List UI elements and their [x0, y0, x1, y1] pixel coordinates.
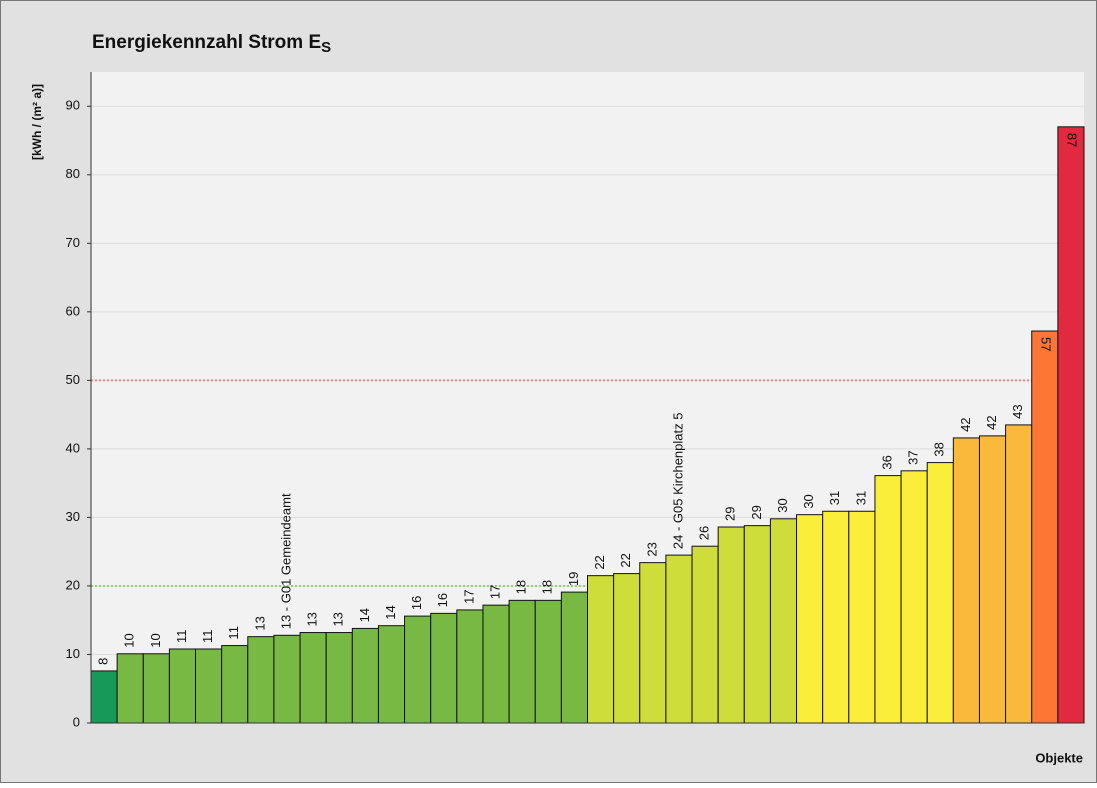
bar: [482, 604, 510, 724]
bar: [587, 575, 615, 724]
value-label: 11: [200, 629, 215, 643]
value-label: 30: [801, 494, 816, 508]
bar: [1031, 330, 1059, 724]
bar: [743, 525, 771, 724]
value-label: 29: [723, 507, 738, 521]
bar: [848, 510, 876, 724]
value-label: 24 - G05 Kirchenplatz 5: [670, 413, 685, 550]
value-label: 16: [435, 593, 450, 607]
bar: [377, 625, 406, 724]
title-subscript: S: [321, 39, 331, 56]
value-label: 19: [566, 572, 581, 586]
value-label: 18: [540, 580, 555, 594]
value-label: 42: [984, 415, 999, 429]
y-axis-label: [kWh / (m² a)]: [30, 84, 44, 160]
bar: [874, 475, 902, 724]
bar: [168, 648, 197, 724]
value-label: 29: [749, 505, 764, 519]
value-label: 13: [252, 616, 267, 630]
bar: [299, 632, 327, 724]
bar: [195, 648, 223, 724]
bar: [639, 562, 667, 724]
value-label: 17: [461, 589, 476, 603]
value-label: 13 - G01 Gemeindeamt: [278, 493, 293, 629]
bar: [717, 526, 745, 724]
bar: [116, 653, 144, 724]
value-label: 17: [487, 585, 502, 599]
bar: [456, 609, 484, 724]
value-label: 31: [827, 491, 842, 505]
bar: [142, 653, 170, 724]
value-label: 10: [148, 633, 163, 647]
bar: [560, 591, 588, 724]
y-tick-label: 10: [66, 646, 80, 661]
value-label: 11: [174, 629, 189, 643]
bar: [90, 670, 118, 724]
title-main: Energiekennzahl Strom E: [92, 32, 321, 53]
y-tick-label: 80: [66, 166, 80, 181]
y-tick-label: 20: [66, 577, 80, 592]
value-label: 26: [697, 526, 712, 540]
bar: [613, 573, 641, 724]
value-label: 36: [879, 455, 894, 469]
value-label: 42: [958, 417, 973, 431]
bar: [978, 435, 1007, 724]
bar: [325, 632, 353, 724]
bar: [926, 462, 954, 724]
value-label: 22: [592, 555, 607, 569]
value-label: 11: [226, 626, 241, 640]
bar: [822, 510, 850, 724]
bar: [534, 599, 562, 724]
y-tick-label: 40: [66, 440, 80, 455]
value-label: 38: [932, 442, 947, 456]
bar: [796, 514, 824, 724]
bar: [404, 615, 432, 724]
value-label: 8: [96, 658, 111, 665]
value-label: 13: [305, 612, 320, 626]
bar: [900, 470, 928, 724]
bar: [351, 627, 379, 724]
value-label: 22: [618, 553, 633, 567]
value-label: 14: [383, 605, 398, 619]
bar: [508, 599, 536, 724]
y-tick-label: 50: [66, 372, 80, 387]
bar: [1057, 126, 1085, 724]
value-label: 87: [1064, 133, 1079, 147]
bar: [247, 636, 275, 724]
y-tick-label: 70: [66, 235, 80, 250]
value-label: 30: [775, 498, 790, 512]
chart-title: Energiekennzahl Strom ES: [92, 32, 331, 56]
y-tick-label: 60: [66, 303, 80, 318]
bar: [952, 437, 980, 724]
bar: [1005, 424, 1033, 724]
bar: [221, 645, 249, 724]
x-axis-label: Objekte: [1035, 750, 1083, 765]
value-label: 23: [644, 542, 659, 556]
bar: [273, 634, 301, 724]
bar: [691, 545, 719, 724]
bar: [769, 518, 798, 724]
value-label: 57: [1038, 337, 1053, 351]
value-label: 37: [906, 450, 921, 464]
value-label: 16: [409, 596, 424, 610]
y-tick-label: 0: [73, 714, 80, 729]
y-tick-label: 90: [66, 98, 80, 113]
bar: [430, 612, 458, 724]
bar: [665, 554, 693, 724]
y-tick-label: 30: [66, 509, 80, 524]
value-label: 10: [122, 633, 137, 647]
value-label: 31: [853, 491, 868, 505]
value-label: 14: [357, 608, 372, 622]
value-label: 13: [331, 612, 346, 626]
value-label: 43: [1010, 404, 1025, 418]
value-label: 18: [514, 580, 529, 594]
